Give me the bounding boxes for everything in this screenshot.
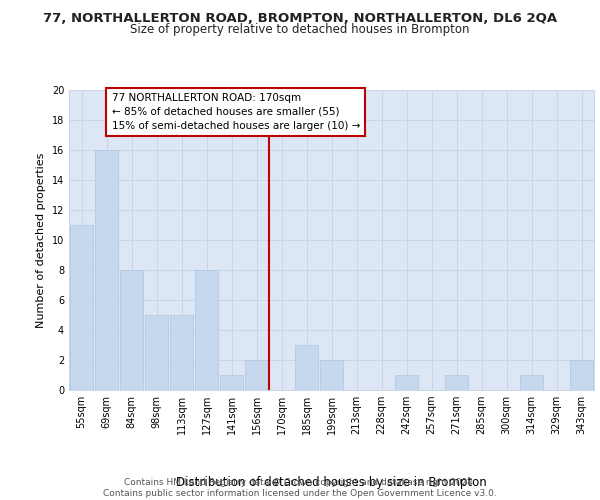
Bar: [520, 375, 543, 390]
Text: Contains HM Land Registry data © Crown copyright and database right 2024.
Contai: Contains HM Land Registry data © Crown c…: [103, 478, 497, 498]
Bar: [145, 315, 168, 390]
Bar: [245, 360, 268, 390]
X-axis label: Distribution of detached houses by size in Brompton: Distribution of detached houses by size …: [176, 476, 487, 489]
Bar: [195, 270, 218, 390]
Bar: [320, 360, 343, 390]
Bar: [295, 345, 318, 390]
Y-axis label: Number of detached properties: Number of detached properties: [36, 152, 46, 328]
Text: 77 NORTHALLERTON ROAD: 170sqm
← 85% of detached houses are smaller (55)
15% of s: 77 NORTHALLERTON ROAD: 170sqm ← 85% of d…: [112, 93, 360, 131]
Text: Size of property relative to detached houses in Brompton: Size of property relative to detached ho…: [130, 22, 470, 36]
Bar: [395, 375, 418, 390]
Bar: [95, 150, 118, 390]
Bar: [570, 360, 593, 390]
Bar: [70, 225, 93, 390]
Bar: [170, 315, 193, 390]
Bar: [445, 375, 468, 390]
Bar: [220, 375, 243, 390]
Text: 77, NORTHALLERTON ROAD, BROMPTON, NORTHALLERTON, DL6 2QA: 77, NORTHALLERTON ROAD, BROMPTON, NORTHA…: [43, 12, 557, 26]
Bar: [120, 270, 143, 390]
